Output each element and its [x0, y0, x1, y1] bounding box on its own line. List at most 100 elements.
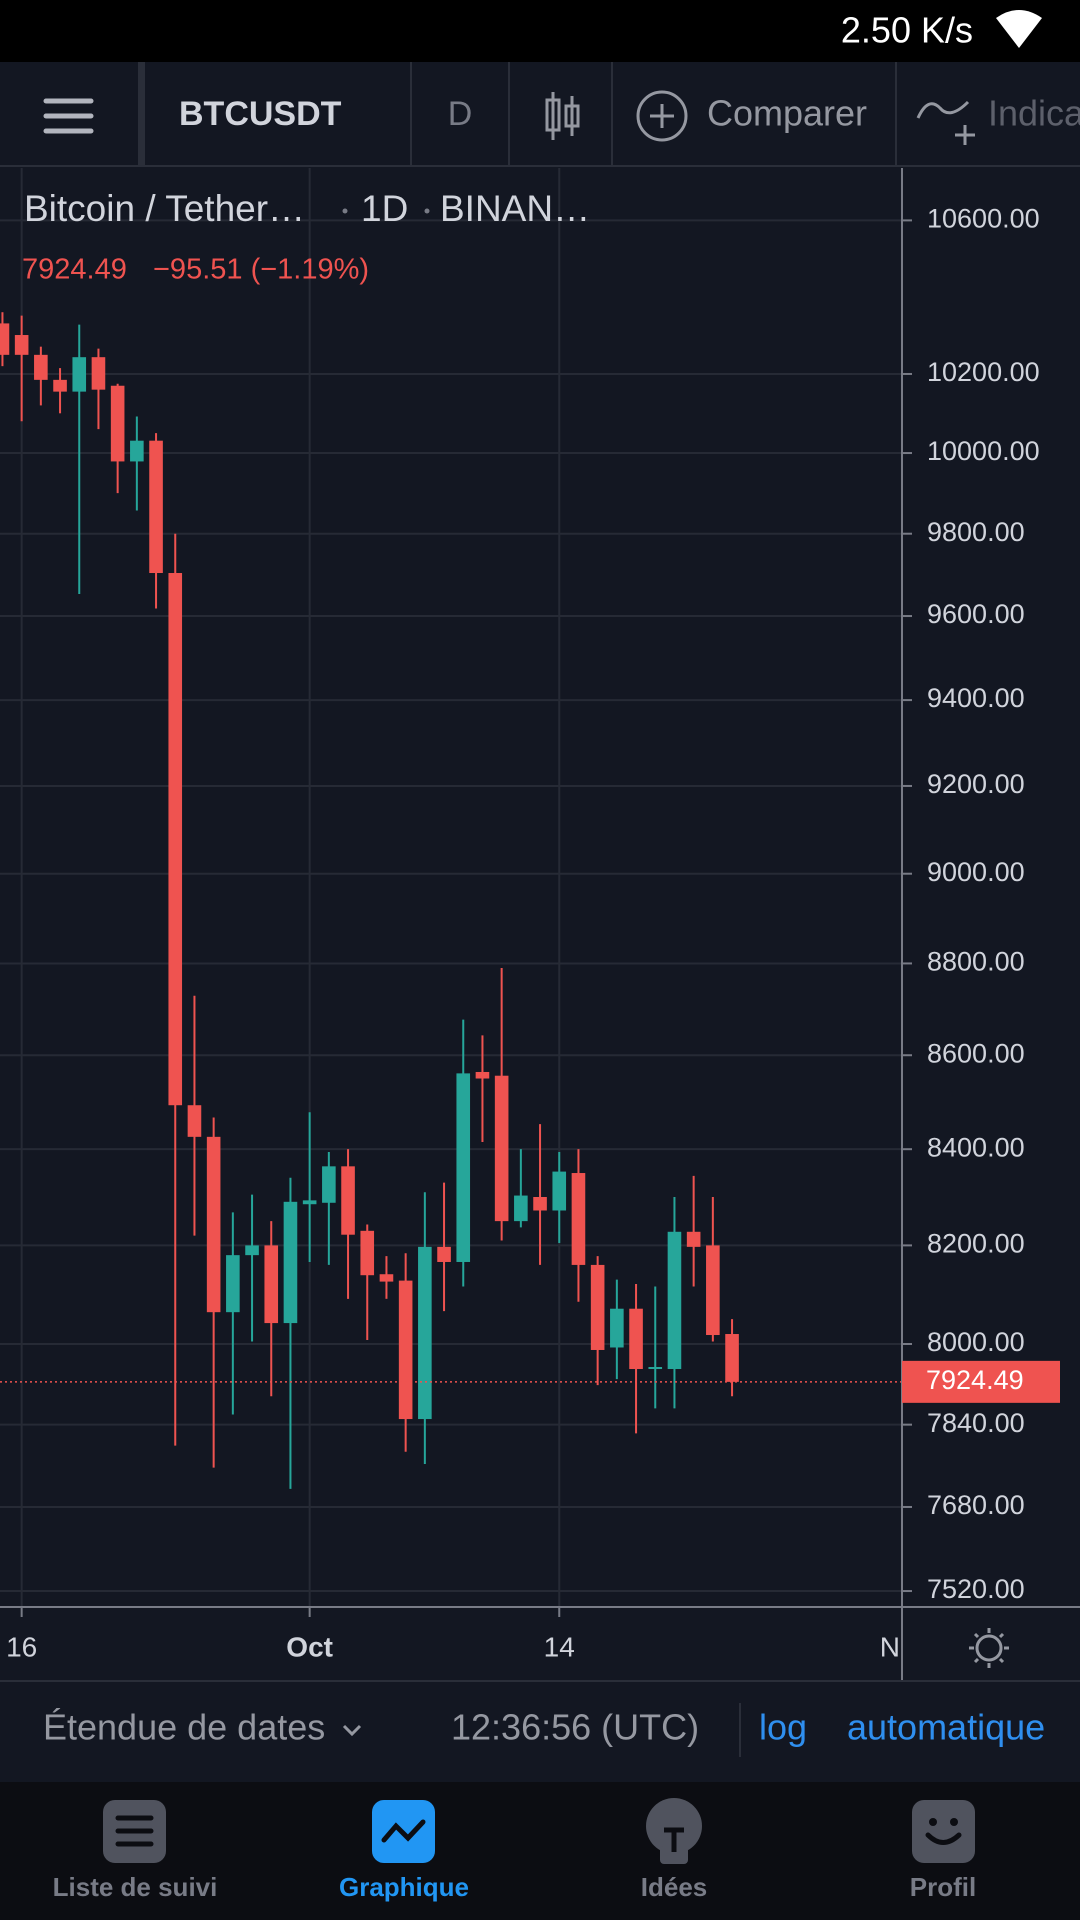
nav-label[interactable]: Idées: [641, 1872, 708, 1902]
candle-body: [264, 1245, 279, 1324]
x-tick-label: 14: [544, 1631, 575, 1662]
nav-label[interactable]: Profil: [910, 1872, 976, 1902]
toolbar-bg: [0, 62, 1080, 165]
indicators-icon[interactable]: [916, 100, 975, 145]
toolbar: BTCUSDT D Comparer Indica: [0, 62, 1080, 165]
compare-icon[interactable]: [636, 90, 688, 142]
candle-body: [514, 1195, 528, 1222]
legend-interval: 1D: [361, 188, 408, 229]
candle-body: [110, 385, 125, 462]
y-tick-label: 10200.00: [927, 357, 1040, 387]
candle-body: [686, 1231, 701, 1247]
compare-button[interactable]: Comparer: [707, 93, 867, 134]
y-tick-label: 9200.00: [927, 769, 1025, 799]
y-tick-label: 8600.00: [927, 1038, 1025, 1068]
candle-body: [437, 1246, 451, 1262]
last-price-tag: [902, 1360, 1060, 1403]
legend-change: −95.51 (−1.19%): [153, 254, 369, 286]
candle-body: [379, 1274, 394, 1282]
candle-body: [322, 1166, 336, 1203]
y-tick-label: 8800.00: [927, 947, 1025, 977]
candle-body: [187, 1105, 202, 1137]
x-tick-label: N: [880, 1631, 900, 1662]
candle-body: [302, 1200, 317, 1205]
candle-body: [130, 440, 144, 462]
candle-body: [456, 1073, 471, 1262]
legend-symbol: Bitcoin / Tether…: [24, 188, 305, 229]
candle-body: [72, 357, 87, 392]
legend-dot: [424, 208, 430, 214]
y-tick-label: 7840.00: [927, 1408, 1025, 1438]
menu-button[interactable]: [43, 98, 94, 134]
candle-body: [245, 1245, 259, 1256]
candle-body: [494, 1075, 509, 1222]
candle-body: [552, 1171, 567, 1211]
y-tick-label: 7520.00: [927, 1574, 1025, 1604]
candle-body: [168, 573, 183, 1106]
y-tick-label: 9000.00: [927, 857, 1025, 887]
candles: [0, 312, 902, 1489]
candle-body: [149, 440, 163, 574]
separator: [138, 62, 145, 165]
nav-icon: [646, 1798, 702, 1854]
date-range-button[interactable]: Étendue de dates: [43, 1707, 325, 1748]
grid: [0, 168, 902, 1607]
y-tick-label: 8000.00: [927, 1327, 1025, 1357]
labels: 7520.00 7680.00 7840.00 8000.00 8200.00 8400.…: [6, 204, 1060, 1662]
status-bar: [0, 0, 1080, 62]
y-tick-label: 8400.00: [927, 1132, 1025, 1162]
auto-toggle[interactable]: automatique: [847, 1707, 1045, 1748]
legend-exchange: BINAN…: [440, 188, 590, 229]
nav-bar: [0, 1782, 1080, 1920]
y-tick-label: 9600.00: [927, 599, 1025, 629]
clock: 12:36:56 (UTC): [451, 1707, 699, 1748]
candle-body: [34, 354, 48, 380]
axes: [0, 168, 1080, 1680]
y-tick-label: 9400.00: [927, 683, 1025, 713]
interval-button[interactable]: D: [448, 95, 473, 133]
nav-label[interactable]: Liste de suivi: [53, 1872, 218, 1902]
y-tick-label: 7680.00: [927, 1490, 1025, 1520]
indicators-button[interactable]: Indica: [988, 93, 1080, 134]
candle-body: [206, 1136, 221, 1313]
x-tick-label: Oct: [286, 1631, 333, 1662]
log-toggle[interactable]: log: [759, 1707, 807, 1748]
nav-label[interactable]: Graphique: [339, 1872, 469, 1902]
x-tick-label: 16: [6, 1631, 37, 1662]
candle-body: [725, 1334, 739, 1382]
chart-style-button[interactable]: [545, 92, 580, 140]
candle-body: [706, 1245, 720, 1336]
symbol-button[interactable]: BTCUSDT: [179, 95, 342, 133]
candle-body: [283, 1201, 298, 1324]
network-speed: 2.50 K/s: [841, 10, 973, 51]
y-tick-label: 10000.00: [927, 436, 1040, 466]
nav-watchlist[interactable]: Liste de suivi: [53, 1800, 218, 1902]
candle-body: [341, 1166, 355, 1235]
candle-body: [14, 335, 29, 355]
nav-ideas[interactable]: Idées: [641, 1798, 708, 1902]
y-tick-label: 9800.00: [927, 517, 1025, 547]
candle-body: [533, 1197, 547, 1211]
candle-body: [475, 1071, 490, 1079]
last-price-label: 7924.49: [926, 1365, 1024, 1395]
settings-button[interactable]: [969, 1628, 1009, 1668]
candle-body: [648, 1367, 663, 1370]
legend-dot: [342, 208, 348, 214]
candle-body: [360, 1230, 375, 1276]
nav-profile[interactable]: Profil: [910, 1800, 976, 1902]
legend-last-price: 7924.49: [22, 254, 127, 286]
wifi-icon: [996, 10, 1042, 48]
candle-body: [91, 357, 106, 390]
y-tick-label: 10600.00: [927, 204, 1040, 234]
candle-body: [418, 1246, 432, 1420]
chevron-icon: [342, 1724, 362, 1737]
candle-body: [667, 1231, 682, 1370]
y-tick-label: 8200.00: [927, 1229, 1025, 1259]
nav-chart[interactable]: Graphique: [339, 1800, 469, 1902]
candle-body: [226, 1255, 240, 1313]
candle-body: [0, 323, 10, 355]
footer-bg: [0, 1681, 1080, 1782]
candle-body: [398, 1280, 413, 1420]
